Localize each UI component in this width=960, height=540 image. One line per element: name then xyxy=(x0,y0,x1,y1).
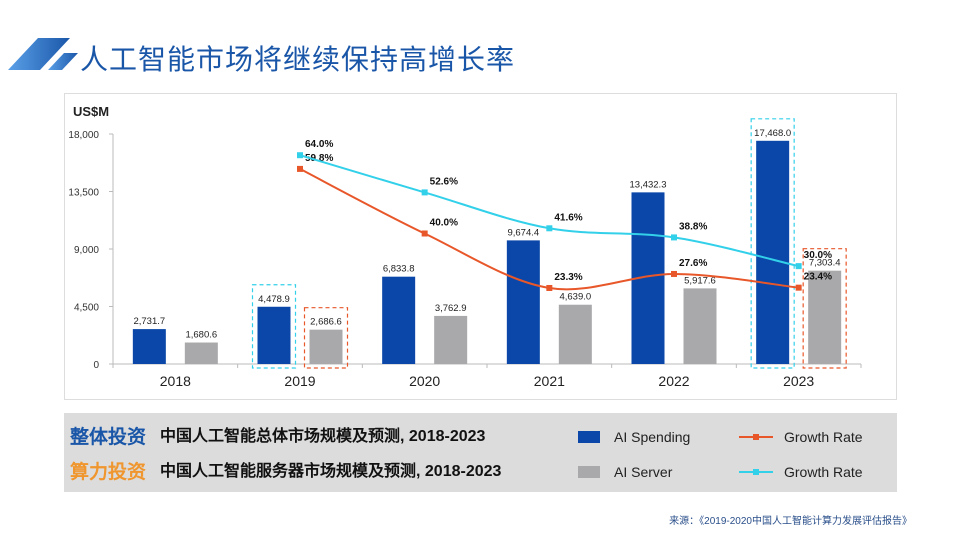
bar-ai-server xyxy=(434,315,468,364)
bar-data-label: 13,432.3 xyxy=(630,179,667,190)
x-tick-label: 2021 xyxy=(534,373,565,389)
legend-ai-server: AI Server xyxy=(614,464,673,480)
bar-ai-server xyxy=(808,270,842,364)
legend-growth-rate-spending: Growth Rate xyxy=(784,429,863,445)
legend-panel: 整体投资 中国人工智能总体市场规模及预测, 2018-2023 AI Spend… xyxy=(64,413,897,492)
tag-overall: 整体投资 xyxy=(70,426,147,448)
legend-row-compute: 算力投资 中国人工智能服务器市场规模及预测, 2018-2023 AI Serv… xyxy=(64,454,897,490)
highlight-box xyxy=(802,248,847,369)
logo-stripes-icon xyxy=(8,38,78,70)
bar-ai-server xyxy=(184,342,218,364)
bar-data-label: 17,468.0 xyxy=(754,128,791,139)
y-axis-label: US$M xyxy=(73,104,109,119)
bar-data-label: 3,762.9 xyxy=(435,303,467,314)
growth-rate-label: 23.4% xyxy=(804,272,832,283)
ai-spending-swatch xyxy=(578,431,600,443)
bar-data-label: 2,731.7 xyxy=(133,316,165,327)
cyan-line-swatch-icon xyxy=(739,469,773,475)
legend-growth-rate-server: Growth Rate xyxy=(784,464,863,480)
x-tick-label: 2019 xyxy=(284,373,315,389)
growth-rate-label: 52.6% xyxy=(430,176,458,187)
y-tick-label: 9,000 xyxy=(74,245,99,256)
chart-area: US$M 0 4,500 9,000 13,500 18,000 2018 2019 2020 2… xyxy=(64,93,897,400)
legend-ai-spending: AI Spending xyxy=(614,429,691,445)
bar-data-label: 1,680.6 xyxy=(185,330,217,341)
bar-data-label: 5,917.6 xyxy=(684,275,716,286)
growth-rate-point xyxy=(795,284,802,291)
bar-data-label: 4,478.9 xyxy=(258,294,290,305)
growth-rate-line xyxy=(299,154,799,268)
bar-ai-server xyxy=(309,329,343,364)
bar-ai-spending xyxy=(132,329,166,364)
combo-chart: US$M 0 4,500 9,000 13,500 18,000 2018 2019 2020 2… xyxy=(68,104,862,389)
growth-rate-point xyxy=(421,230,428,237)
bar-data-label: 4,639.0 xyxy=(559,292,591,303)
growth-rate-label: 27.6% xyxy=(679,258,707,269)
growth-rate-label: 38.8% xyxy=(679,221,707,232)
growth-rate-point xyxy=(546,225,553,232)
growth-rate-label: 41.6% xyxy=(554,212,582,223)
highlight-box xyxy=(750,118,795,369)
bar-ai-spending xyxy=(506,240,540,364)
legend-row-overall: 整体投资 中国人工智能总体市场规模及预测, 2018-2023 AI Spend… xyxy=(64,419,897,455)
growth-rate-point xyxy=(671,234,677,241)
y-tick-label: 18,000 xyxy=(68,130,99,141)
orange-line-swatch-icon xyxy=(739,434,773,440)
x-tick-label: 2022 xyxy=(658,373,689,389)
tag-compute: 算力投资 xyxy=(70,461,147,483)
bar-data-label: 6,833.8 xyxy=(383,264,415,275)
page-title: 人工智能市场将继续保持高增长率 xyxy=(80,43,516,76)
bar-ai-spending xyxy=(756,140,790,364)
bar-data-label: 2,686.6 xyxy=(310,317,342,328)
x-tick-label: 2020 xyxy=(409,373,440,389)
bar-ai-spending xyxy=(382,276,416,364)
growth-rate-point xyxy=(795,263,802,270)
growth-rate-point xyxy=(297,152,303,159)
growth-rate-label: 40.0% xyxy=(430,218,458,229)
highlight-box xyxy=(251,284,297,369)
desc-compute: 中国人工智能服务器市场规模及预测, 2018-2023 xyxy=(160,463,502,480)
growth-rate-label: 59.8% xyxy=(305,153,333,164)
source-note: 来源：《2019-2020中国人工智能计算力发展评估报告》 xyxy=(669,516,912,527)
bar-ai-server xyxy=(683,288,717,364)
x-tick-label: 2023 xyxy=(783,373,814,389)
growth-rate-point xyxy=(546,284,553,291)
bar-ai-spending xyxy=(257,306,291,364)
growth-rate-label: 64.0% xyxy=(305,139,333,150)
growth-rate-point xyxy=(297,165,303,172)
y-tick-label: 4,500 xyxy=(74,303,99,314)
desc-overall: 中国人工智能总体市场规模及预测, 2018-2023 xyxy=(160,428,486,445)
growth-rate-label: 23.3% xyxy=(554,272,582,283)
highlight-box xyxy=(303,307,349,369)
bar-ai-server xyxy=(558,304,592,364)
x-tick-label: 2018 xyxy=(160,373,191,389)
y-tick-label: 13,500 xyxy=(68,188,99,199)
y-tick-label: 0 xyxy=(93,360,99,371)
growth-rate-label: 30.0% xyxy=(804,250,832,261)
bar-data-label: 7,303.4 xyxy=(809,258,841,269)
growth-rate-point xyxy=(421,189,428,196)
bar-data-label: 9,674.4 xyxy=(507,227,539,238)
growth-rate-point xyxy=(671,270,677,277)
ai-server-swatch xyxy=(578,466,600,478)
